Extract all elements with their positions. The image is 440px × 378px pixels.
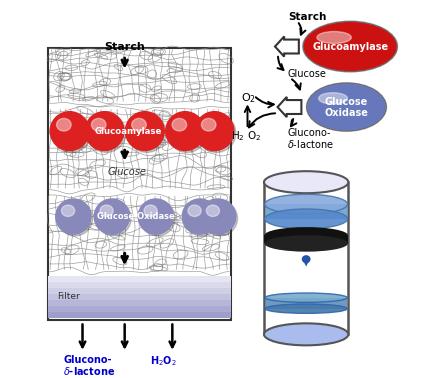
- Bar: [265, 204, 348, 219]
- Text: Glucono-: Glucono-: [287, 129, 330, 138]
- Text: Oxidase: Oxidase: [325, 108, 368, 118]
- Ellipse shape: [50, 112, 89, 150]
- Ellipse shape: [317, 31, 351, 43]
- Text: Glucoamylase: Glucoamylase: [95, 127, 162, 136]
- Ellipse shape: [264, 323, 348, 345]
- Ellipse shape: [125, 112, 164, 150]
- Text: Glucose: Glucose: [287, 69, 326, 79]
- Ellipse shape: [92, 118, 106, 131]
- Text: Glucoamylase: Glucoamylase: [312, 42, 388, 51]
- Ellipse shape: [182, 199, 217, 234]
- Ellipse shape: [96, 201, 131, 236]
- Ellipse shape: [188, 205, 201, 217]
- Ellipse shape: [308, 84, 385, 130]
- Text: Glucose: Glucose: [325, 97, 368, 107]
- Bar: [48, 312, 231, 318]
- Ellipse shape: [304, 23, 396, 70]
- Ellipse shape: [264, 235, 348, 252]
- Ellipse shape: [62, 205, 75, 217]
- Ellipse shape: [85, 112, 124, 150]
- Bar: [264, 235, 348, 243]
- Ellipse shape: [172, 118, 187, 131]
- Ellipse shape: [206, 205, 220, 217]
- Ellipse shape: [94, 199, 129, 234]
- Ellipse shape: [195, 112, 234, 150]
- Polygon shape: [302, 259, 310, 266]
- Ellipse shape: [138, 199, 173, 234]
- Text: $\delta$-lactone: $\delta$-lactone: [287, 138, 334, 150]
- Ellipse shape: [201, 199, 236, 234]
- Bar: [48, 288, 231, 294]
- Ellipse shape: [52, 114, 91, 152]
- Text: $\delta$-lactone: $\delta$-lactone: [63, 365, 115, 377]
- FancyArrow shape: [278, 97, 301, 117]
- Bar: [48, 294, 231, 300]
- Text: Starch: Starch: [288, 12, 326, 22]
- Ellipse shape: [264, 227, 348, 243]
- Ellipse shape: [202, 201, 238, 236]
- Bar: [48, 276, 231, 282]
- Ellipse shape: [58, 201, 93, 236]
- Text: H$_2$ O$_2$: H$_2$ O$_2$: [231, 129, 261, 143]
- Ellipse shape: [264, 171, 348, 193]
- Ellipse shape: [144, 205, 157, 217]
- Ellipse shape: [303, 21, 397, 72]
- Text: Filter: Filter: [57, 292, 80, 301]
- Ellipse shape: [265, 194, 348, 214]
- Ellipse shape: [319, 93, 348, 104]
- Ellipse shape: [265, 293, 347, 302]
- Text: Glucose: Glucose: [107, 167, 146, 177]
- Ellipse shape: [184, 201, 219, 236]
- Bar: [265, 298, 347, 309]
- Ellipse shape: [166, 112, 205, 150]
- Bar: [48, 306, 231, 312]
- Text: Glucose Oxidase: Glucose Oxidase: [97, 212, 175, 221]
- Ellipse shape: [140, 201, 175, 236]
- Bar: [48, 48, 231, 320]
- Bar: [48, 300, 231, 306]
- Ellipse shape: [307, 83, 386, 131]
- Text: H$_2$O$_2$: H$_2$O$_2$: [150, 355, 177, 368]
- Ellipse shape: [197, 114, 236, 152]
- Ellipse shape: [265, 209, 348, 229]
- Ellipse shape: [265, 304, 347, 313]
- Ellipse shape: [100, 205, 113, 217]
- Ellipse shape: [57, 118, 71, 131]
- Ellipse shape: [56, 199, 91, 234]
- Bar: [48, 282, 231, 288]
- Text: O$_2$: O$_2$: [241, 91, 256, 105]
- Ellipse shape: [168, 114, 206, 152]
- Ellipse shape: [87, 114, 126, 152]
- FancyArrow shape: [275, 36, 299, 57]
- Text: Starch: Starch: [104, 42, 145, 52]
- Text: Glucono-: Glucono-: [63, 355, 112, 364]
- Ellipse shape: [302, 255, 311, 263]
- Ellipse shape: [202, 118, 216, 131]
- Ellipse shape: [132, 118, 146, 131]
- Ellipse shape: [127, 114, 166, 152]
